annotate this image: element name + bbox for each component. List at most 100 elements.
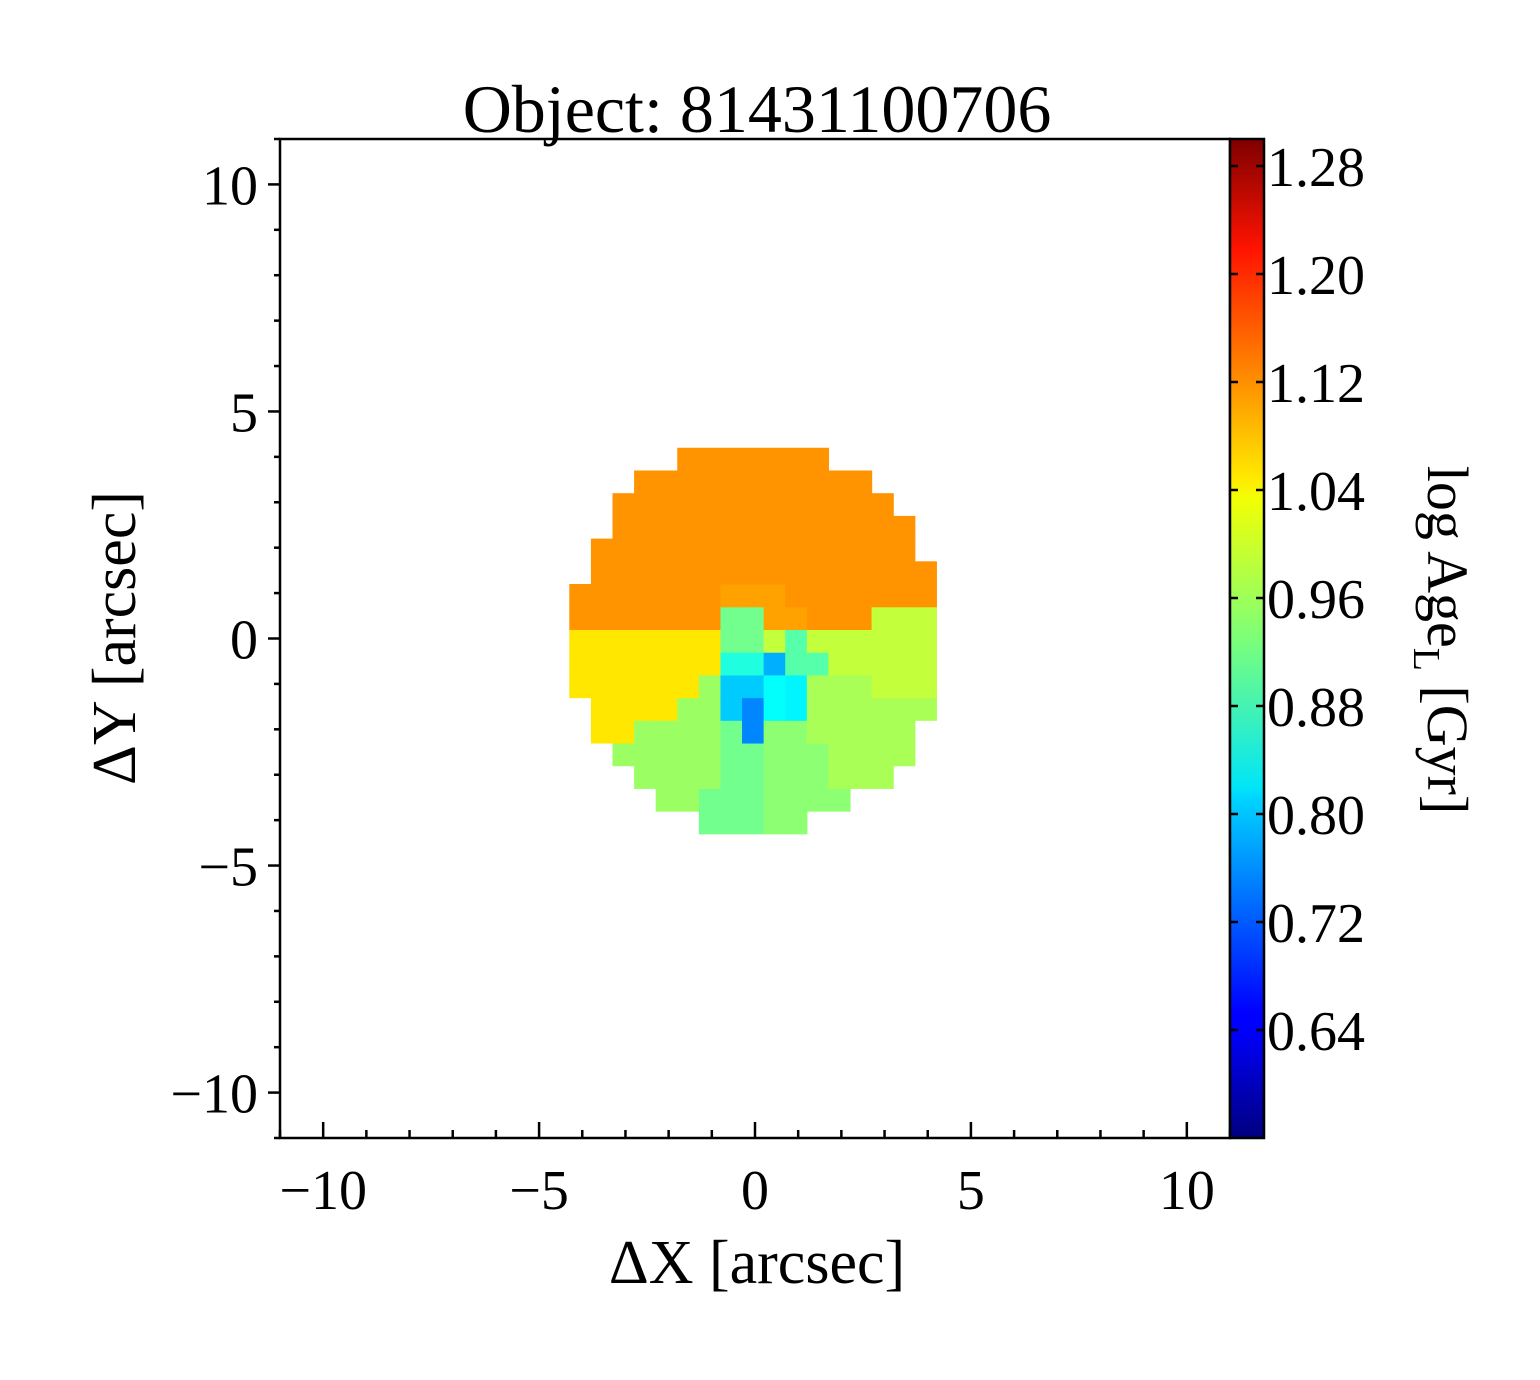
map-pixel xyxy=(569,584,592,608)
map-pixel xyxy=(806,674,830,699)
map-pixel xyxy=(806,561,830,585)
map-pixel xyxy=(720,811,743,835)
map-pixel xyxy=(655,470,678,494)
map-pixel xyxy=(763,652,786,676)
map-pixel xyxy=(914,652,937,676)
colorbar-tick-label: 1.20 xyxy=(1267,245,1365,307)
map-pixel xyxy=(698,493,722,517)
map-pixel xyxy=(698,584,722,608)
map-pixel xyxy=(720,515,743,540)
map-pixel xyxy=(634,493,657,517)
map-pixel xyxy=(590,538,614,562)
map-pixel xyxy=(720,584,743,608)
map-pixel xyxy=(893,629,916,653)
map-pixel xyxy=(893,606,916,631)
map-pixel xyxy=(720,629,743,653)
map-pixel xyxy=(569,674,592,699)
map-pixel xyxy=(763,447,786,472)
map-pixel xyxy=(763,697,786,721)
map-pixel xyxy=(698,788,722,812)
x-axis-ticks: −10 −5 0 5 10 xyxy=(278,1122,1232,1222)
map-pixel xyxy=(785,493,808,517)
map-pixel xyxy=(828,606,851,631)
map-pixel xyxy=(850,765,873,789)
colorbar-tick-label: 0.64 xyxy=(1267,1001,1365,1063)
map-pixel xyxy=(742,493,765,517)
map-pixel xyxy=(677,765,700,789)
map-pixel xyxy=(655,584,678,608)
colorbar-tick-label: 1.12 xyxy=(1267,353,1365,415)
map-pixel xyxy=(612,606,635,631)
map-pixel xyxy=(655,629,678,653)
map-pixel xyxy=(850,697,873,721)
map-pixel xyxy=(720,606,743,631)
map-pixel xyxy=(698,765,722,789)
map-pixel xyxy=(828,742,851,767)
map-pixel xyxy=(871,493,894,517)
x-tick-label: −10 xyxy=(279,1160,367,1222)
map-pixel xyxy=(806,720,830,744)
map-pixel xyxy=(612,720,635,744)
map-pixel xyxy=(698,811,722,835)
y-tick-label: −10 xyxy=(170,1064,258,1126)
map-pixel xyxy=(785,652,808,676)
map-pixel xyxy=(655,765,678,789)
map-pixel xyxy=(677,561,700,585)
map-pixel xyxy=(785,788,808,812)
map-pixel xyxy=(742,584,765,608)
map-pixel xyxy=(785,561,808,585)
map-pixel xyxy=(634,697,657,721)
y-tick-label: 5 xyxy=(230,382,258,444)
map-pixel xyxy=(763,515,786,540)
map-pixel xyxy=(698,629,722,653)
x-tick-label: 10 xyxy=(1159,1160,1215,1222)
map-pixel xyxy=(742,606,765,631)
map-pixel xyxy=(720,447,743,472)
map-pixel xyxy=(785,629,808,653)
map-pixel xyxy=(763,538,786,562)
map-pixel xyxy=(850,629,873,653)
map-pixel xyxy=(698,720,722,744)
map-pixel xyxy=(612,538,635,562)
map-pixel xyxy=(677,447,700,472)
map-pixel xyxy=(634,629,657,653)
map-pixel xyxy=(612,674,635,699)
map-pixel xyxy=(806,606,830,631)
map-pixel xyxy=(634,538,657,562)
map-pixel xyxy=(742,742,765,767)
map-pixel xyxy=(590,561,614,585)
map-pixel xyxy=(720,674,743,699)
colorbar-tick-label: 0.72 xyxy=(1267,893,1365,955)
map-pixel xyxy=(655,697,678,721)
map-pixel xyxy=(763,788,786,812)
colorbar-frame xyxy=(1228,137,1266,1140)
map-pixel xyxy=(806,470,830,494)
map-pixel xyxy=(763,629,786,653)
colorbar-label: log AgeL [Gyr] xyxy=(1405,466,1480,815)
map-pixel xyxy=(655,493,678,517)
map-pixel xyxy=(720,788,743,812)
map-pixel xyxy=(785,811,808,835)
map-pixel xyxy=(806,697,830,721)
map-pixel xyxy=(914,629,937,653)
map-pixel xyxy=(612,515,635,540)
map-pixel xyxy=(850,720,873,744)
map-pixel xyxy=(742,629,765,653)
map-pixel xyxy=(914,606,937,631)
map-pixel xyxy=(785,765,808,789)
map-pixel xyxy=(742,674,765,699)
colorbar-label-unit: [Gyr] xyxy=(1415,671,1480,814)
map-pixel xyxy=(893,697,916,721)
map-pixel xyxy=(806,742,830,767)
map-pixel xyxy=(871,742,894,767)
map-pixel xyxy=(634,515,657,540)
map-pixel xyxy=(828,788,851,812)
map-pixel xyxy=(785,742,808,767)
map-pixel xyxy=(763,674,786,699)
map-pixel xyxy=(742,515,765,540)
map-pixel xyxy=(785,606,808,631)
map-pixel xyxy=(893,720,916,744)
map-pixel xyxy=(720,765,743,789)
map-pixel xyxy=(742,447,765,472)
map-pixel xyxy=(612,629,635,653)
